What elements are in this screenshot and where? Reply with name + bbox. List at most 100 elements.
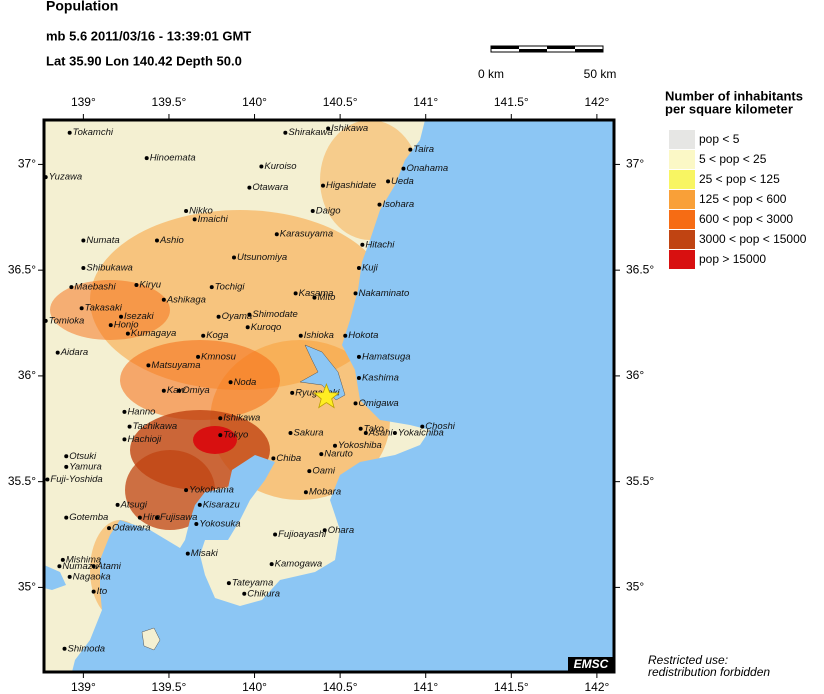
city-label: Isohara xyxy=(382,199,414,210)
city-label: Atsugi xyxy=(120,499,148,510)
map-frame xyxy=(42,118,616,674)
city-dot xyxy=(122,409,127,414)
population-area xyxy=(193,426,237,454)
city-dot xyxy=(247,312,252,317)
city-dot xyxy=(353,401,358,406)
legend-label: 600 < pop < 3000 xyxy=(699,212,793,226)
city-dot xyxy=(144,156,149,161)
city-dot xyxy=(360,242,365,247)
y-tick-label: 35.5° xyxy=(8,474,36,488)
axes: 139° 139° 139.5° 139.5° 140° 140° 140.5° 140.5°… xyxy=(8,95,655,694)
city-label: Yokosuka xyxy=(199,518,240,529)
city-dot xyxy=(307,469,312,474)
city-label: Honjo xyxy=(114,320,139,331)
city-label: Tachikawa xyxy=(133,421,178,432)
city-label: Karasuyama xyxy=(280,229,333,240)
city-label: Shirakawa xyxy=(288,127,332,138)
scale-label: 0 km xyxy=(478,67,504,81)
city-label: Atami xyxy=(96,561,122,572)
city-dot xyxy=(81,266,86,271)
legend-swatch xyxy=(669,230,695,249)
population-area xyxy=(125,450,215,530)
city-dot xyxy=(319,452,324,457)
city-label: Chikura xyxy=(247,588,280,599)
y-tick-label: 35° xyxy=(18,580,36,594)
city-label: Numazu xyxy=(62,561,98,572)
scale-bar-segment xyxy=(547,46,575,49)
city-dot xyxy=(356,354,361,359)
city-label: Shimodate xyxy=(252,309,297,320)
city-dot xyxy=(326,126,331,131)
city-label: Ishikawa xyxy=(331,123,368,134)
x-tick-label: 139.5° xyxy=(152,95,187,109)
legend-swatch xyxy=(669,170,695,189)
city-dot xyxy=(161,388,166,393)
city-dot xyxy=(274,232,279,237)
city-label: Ishioka xyxy=(304,330,334,341)
legend-label: pop < 5 xyxy=(699,132,740,146)
city-label: Nikko xyxy=(189,205,213,216)
city-label: Onahama xyxy=(406,163,448,174)
city-label: Mobara xyxy=(309,487,341,498)
x-tick-label: 141° xyxy=(413,95,438,109)
city-dot xyxy=(91,589,96,594)
city-dot xyxy=(177,388,182,393)
cities: TokamchiHinoemataShirakawaIshikawaTairaO… xyxy=(43,123,456,654)
city-dot xyxy=(184,208,189,213)
city-label: Kumagaya xyxy=(131,328,176,339)
city-dot xyxy=(67,130,72,135)
city-label: Omiya xyxy=(182,385,209,396)
scale-label: 50 km xyxy=(584,67,617,81)
city-dot xyxy=(283,130,288,135)
legend-swatch xyxy=(669,130,695,149)
city-label: Higashidate xyxy=(326,180,376,191)
x-tick-label: 141.5° xyxy=(494,95,529,109)
city-dot xyxy=(288,431,293,436)
city-dot xyxy=(134,282,139,287)
city-label: Shimoda xyxy=(68,643,106,654)
ocean xyxy=(72,120,614,672)
city-label: Kaw xyxy=(167,385,187,396)
city-label: Omigawa xyxy=(359,398,399,409)
city-label: Hachioji xyxy=(127,434,162,445)
city-label: Hinoemata xyxy=(150,153,196,164)
bay xyxy=(44,565,66,590)
city-label: Fujisawa xyxy=(160,512,198,523)
location-info: Lat 35.90 Lon 140.42 Depth 50.0 xyxy=(46,53,242,68)
population-area xyxy=(120,340,280,420)
city-dot xyxy=(62,646,67,651)
city-dot xyxy=(154,515,159,520)
city-dot xyxy=(43,175,48,180)
legend-swatch xyxy=(669,210,695,229)
city-dot xyxy=(356,376,361,381)
legend-title: per square kilometer xyxy=(665,101,793,116)
city-label: Kisarazu xyxy=(203,499,241,510)
city-dot xyxy=(312,295,317,300)
city-label: Chiba xyxy=(276,453,301,464)
city-label: Nagaoka xyxy=(73,571,111,582)
city-dot xyxy=(64,464,69,469)
legend-label: 25 < pop < 125 xyxy=(699,172,780,186)
city-label: Choshi xyxy=(425,421,455,432)
city-label: Numata xyxy=(86,235,119,246)
city-label: Kuroqo xyxy=(251,322,282,333)
city-label: Yokohama xyxy=(189,485,234,496)
city-label: Tochigi xyxy=(215,282,246,293)
city-dot xyxy=(269,562,274,567)
x-tick-label: 142° xyxy=(584,680,609,694)
city-dot xyxy=(115,502,120,507)
legend-label: pop > 15000 xyxy=(699,252,766,266)
city-label: Ashikaga xyxy=(166,294,206,305)
island xyxy=(141,627,161,651)
city-dot xyxy=(310,208,315,213)
city-dot xyxy=(228,380,233,385)
city-dot xyxy=(358,426,363,431)
city-label: Shibukawa xyxy=(86,263,132,274)
city-label: Hanno xyxy=(127,406,155,417)
city-dot xyxy=(55,350,60,355)
x-tick-label: 140.5° xyxy=(323,680,358,694)
city-label: Odawara xyxy=(112,523,151,534)
city-label: Tokamchi xyxy=(73,127,114,138)
city-label: Yokoshiba xyxy=(338,440,382,451)
